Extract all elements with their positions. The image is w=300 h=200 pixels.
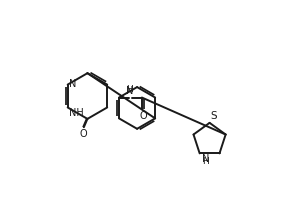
Text: S: S: [211, 111, 217, 121]
Text: NH: NH: [69, 108, 84, 118]
Text: N: N: [69, 79, 76, 89]
Text: H: H: [202, 157, 208, 166]
Text: O: O: [139, 111, 147, 121]
Text: N: N: [202, 154, 209, 164]
Text: O: O: [79, 129, 87, 139]
Text: N: N: [126, 86, 134, 96]
Text: H: H: [127, 85, 133, 94]
